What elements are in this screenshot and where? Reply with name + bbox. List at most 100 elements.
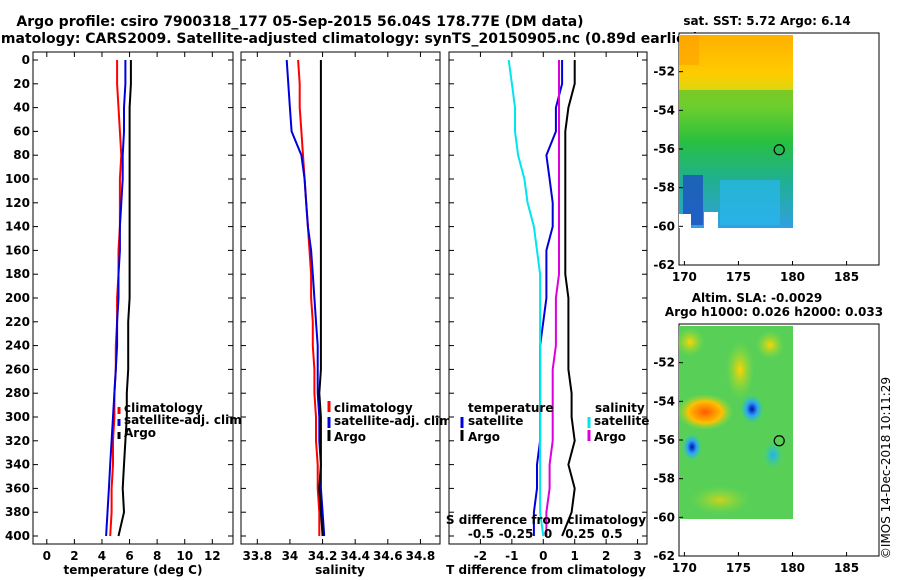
- y-tick-label: 280: [5, 386, 30, 400]
- x-tick-label: 2: [70, 549, 78, 563]
- argo-location-marker: [773, 144, 785, 156]
- y-tick-label: 60: [13, 124, 30, 138]
- map-y-tick-label: -60: [653, 510, 675, 524]
- sst-band: [679, 90, 793, 140]
- sst-land-gap: [704, 212, 718, 228]
- map-x-tick-label: 185: [834, 270, 859, 284]
- sla-map-ticks: 170 175 180 185 -52 -54 -56 -58 -60 -62: [653, 356, 859, 575]
- map-x-tick-label: 175: [726, 561, 751, 575]
- y-tick-label: 160: [5, 243, 30, 257]
- series-line-s-satellite: [507, 59, 545, 537]
- legend-t-satellite: satellite: [468, 414, 523, 428]
- temperature-panel: 0204060801001201401601802002202402602803…: [5, 51, 246, 577]
- salinity-y-ticks: [241, 59, 440, 537]
- x-tick-label: 10: [176, 549, 193, 563]
- y-tick-label: 300: [5, 410, 30, 424]
- salinity-series: [285, 59, 326, 537]
- difference-panel: -2 -1 0 1 2 3 S difference from climatology -…: [446, 51, 649, 577]
- x-tick-label: 34.8: [406, 549, 436, 563]
- temperature-axes: [32, 51, 234, 545]
- argo-location-marker: [773, 435, 785, 447]
- sla-low: [763, 441, 783, 469]
- legend-s-argo: Argo: [594, 430, 626, 444]
- map-y-tick-label: -52: [653, 356, 675, 370]
- legend-argo: Argo: [334, 430, 366, 444]
- map-x-tick-label: 180: [780, 270, 805, 284]
- x-tick-label: 2: [602, 549, 610, 563]
- y-tick-label: 100: [5, 172, 30, 186]
- difference-y-ticks: [449, 59, 647, 537]
- sla-high: [726, 342, 754, 398]
- salinity-x-ticks: 33.8 34 34.2 34.4 34.6 34.8: [243, 52, 436, 563]
- x-tick-label: 34.2: [308, 549, 338, 563]
- series-line-t-satellite: [532, 60, 564, 536]
- y-tick-label: 20: [13, 77, 30, 91]
- map-x-tick-label: 170: [672, 561, 697, 575]
- series-line-argo: [117, 60, 132, 537]
- x-tick-label: 6: [125, 549, 133, 563]
- y-tick-label: 220: [5, 315, 30, 329]
- sst-field: [679, 35, 793, 228]
- sst-warm-patch: [679, 35, 699, 65]
- sla-high: [677, 394, 733, 430]
- legend-satellite: satellite-adj. clim.: [334, 414, 456, 428]
- sst-map-title: sat. SST: 5.72 Argo: 6.14: [683, 14, 850, 28]
- series-line-climatology: [109, 60, 123, 537]
- y-tick-label: 140: [5, 220, 30, 234]
- map-x-tick-label: 175: [726, 270, 751, 284]
- map-y-tick-label: -60: [653, 219, 675, 233]
- difference-series: [507, 59, 576, 537]
- legend-climatology: climatology: [334, 401, 413, 415]
- map-y-tick-label: -54: [653, 394, 675, 408]
- y-tick-label: 260: [5, 362, 30, 376]
- map-y-tick-label: -62: [653, 258, 675, 272]
- y-tick-label: 320: [5, 434, 30, 448]
- s-difference-label: S difference from climatology: [446, 513, 646, 527]
- x-tick-label: 1: [571, 549, 579, 563]
- series-line-satellite-adj-clim-: [105, 60, 127, 537]
- series-line-s-argo: [545, 60, 560, 536]
- x-tick-label: 33.8: [243, 549, 273, 563]
- y-tick-label: 80: [13, 148, 30, 162]
- x-tick-label: 0: [43, 549, 51, 563]
- series-line-climatology: [297, 59, 321, 536]
- s-tick: 0.25: [565, 527, 595, 541]
- map-x-tick-label: 180: [780, 561, 805, 575]
- legend-argo: Argo: [124, 426, 156, 440]
- series-line-argo: [318, 60, 324, 537]
- map-x-tick-label: 170: [672, 270, 697, 284]
- x-tick-label: 34.4: [340, 549, 370, 563]
- salinity-xlabel: salinity: [315, 563, 365, 577]
- map-y-tick-label: -58: [653, 472, 675, 486]
- s-tick: -0.5: [468, 527, 494, 541]
- x-tick-label: 0: [539, 549, 547, 563]
- x-tick-label: 34: [282, 549, 299, 563]
- sla-map-subtitle: Argo h1000: 0.026 h2000: 0.033: [665, 305, 883, 319]
- s-tick: -0.25: [499, 527, 534, 541]
- legend-s-satellite: satellite: [594, 414, 649, 428]
- legend-climatology: climatology: [124, 401, 203, 415]
- map-y-tick-label: -54: [653, 103, 675, 117]
- map-y-tick-label: -56: [653, 433, 675, 447]
- sla-field: [676, 326, 793, 519]
- map-x-tick-label: 185: [834, 561, 859, 575]
- y-tick-label: 340: [5, 458, 30, 472]
- map-y-tick-label: -62: [653, 549, 675, 563]
- y-tick-label: 200: [5, 291, 30, 305]
- x-tick-label: 8: [153, 549, 161, 563]
- salinity-panel: 33.8 34 34.2 34.4 34.6 34.8 salinity climatol…: [240, 51, 456, 577]
- difference-xlabel: T difference from climatology: [446, 563, 646, 577]
- s-tick: 0.5: [601, 527, 622, 541]
- y-tick-label: 400: [5, 529, 30, 543]
- legend-temperature-title: temperature: [468, 401, 553, 415]
- sla-low: [682, 433, 702, 461]
- y-tick-label: 240: [5, 339, 30, 353]
- sst-map: sat. SST: 5.72 Argo: 6.14 170 175 180 185 -5…: [653, 14, 880, 284]
- salinity-legend: climatology satellite-adj. clim. Argo: [327, 401, 456, 444]
- legend-salinity-title: salinity: [595, 401, 645, 415]
- series-line-t-argo: [561, 60, 576, 537]
- temperature-xlabel: temperature (deg C): [64, 563, 203, 577]
- map-y-tick-label: -56: [653, 142, 675, 156]
- s-tick: 0: [544, 527, 552, 541]
